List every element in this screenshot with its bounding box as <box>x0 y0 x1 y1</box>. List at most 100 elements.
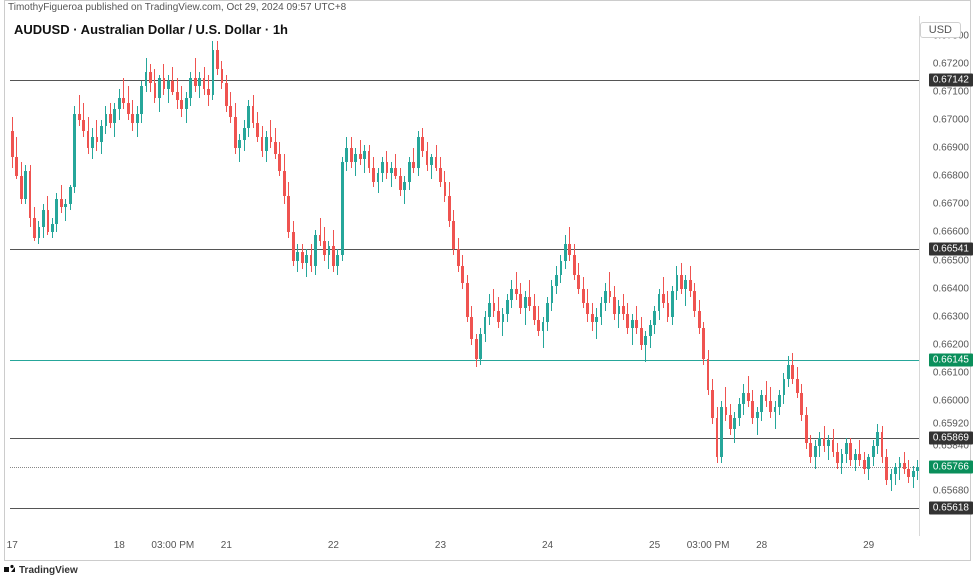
candle-body <box>707 359 710 390</box>
candle-body <box>154 83 157 97</box>
candle-body <box>256 123 259 137</box>
candle-body <box>194 78 197 86</box>
candle-body <box>180 100 183 108</box>
candle-body <box>100 126 103 143</box>
symbol-header: AUDUSD · Australian Dollar / U.S. Dollar… <box>14 22 288 37</box>
candle-body <box>319 235 322 241</box>
currency-badge[interactable]: USD <box>920 22 961 38</box>
candle-body <box>198 78 201 86</box>
candle-body <box>800 393 803 415</box>
candle-body <box>29 171 32 219</box>
candle-body <box>738 404 741 418</box>
candle-body <box>577 275 580 289</box>
candle-body <box>836 452 839 463</box>
candle-body <box>698 311 701 328</box>
candle-body <box>885 457 888 479</box>
candle-body <box>113 109 116 123</box>
x-tick: 17 <box>7 540 18 551</box>
candle-body <box>765 395 768 401</box>
candle-body <box>243 128 246 139</box>
candle-body <box>394 168 397 176</box>
candle-body <box>283 171 286 196</box>
tradingview-logo-icon <box>4 563 16 578</box>
candle-body <box>787 365 790 379</box>
chart-container: AUDUSD · Australian Dollar / U.S. Dollar… <box>0 16 975 562</box>
price-level-label: 0.66145 <box>929 354 973 367</box>
candle-body <box>725 407 728 415</box>
candle-body <box>149 72 152 83</box>
candle-body <box>890 474 893 480</box>
candle-body <box>805 415 808 443</box>
candle-body <box>524 297 527 308</box>
candle-body <box>573 255 576 275</box>
candle-body <box>221 69 224 83</box>
candle-body <box>689 280 692 291</box>
candle-wick <box>618 300 619 328</box>
candle-body <box>372 168 375 182</box>
candle-body <box>381 162 384 173</box>
price-level-label: 0.67142 <box>929 74 973 87</box>
candle-body <box>899 463 902 467</box>
price-level-label: 0.66541 <box>929 243 973 256</box>
candle-body <box>595 317 598 323</box>
candle-body <box>484 317 487 334</box>
candle-body <box>551 286 554 303</box>
candle-body <box>11 131 14 156</box>
candle-body <box>528 297 531 305</box>
candle-body <box>426 151 429 165</box>
candle-body <box>667 303 670 317</box>
candle-wick <box>645 331 646 362</box>
candle-body <box>912 471 915 477</box>
x-axis[interactable]: 171803:00 PM212223242503:00 PM2829 <box>10 536 920 556</box>
y-tick: 0.66500 <box>933 255 969 266</box>
candle-body <box>363 151 366 159</box>
candle-body <box>171 81 174 92</box>
y-tick: 0.66700 <box>933 199 969 210</box>
candle-body <box>564 244 567 261</box>
candle-wick <box>270 120 271 148</box>
candle-body <box>858 454 861 460</box>
candle-wick <box>96 120 97 151</box>
candle-wick <box>766 381 767 406</box>
candle-body <box>176 92 179 100</box>
candle-body <box>546 303 549 323</box>
candle-body <box>145 72 148 86</box>
candle-body <box>457 249 460 266</box>
candle-body <box>64 204 67 207</box>
candle-body <box>653 311 656 325</box>
candle-body <box>488 303 491 317</box>
candle-wick <box>360 140 361 165</box>
candle-body <box>497 311 500 322</box>
candle-body <box>809 443 812 457</box>
candle-wick <box>828 435 829 460</box>
price-level-label: 0.65766 <box>929 460 973 473</box>
candle-body <box>729 415 732 429</box>
y-axis[interactable]: 0.673000.672000.671000.670000.669000.668… <box>920 16 975 536</box>
candle-body <box>229 106 232 117</box>
candle-body <box>769 401 772 412</box>
candle-wick <box>529 280 530 311</box>
candle-body <box>136 114 139 122</box>
price-level-line <box>10 249 919 250</box>
price-plot[interactable] <box>10 16 920 536</box>
candle-body <box>916 467 919 471</box>
candle-body <box>814 446 817 457</box>
candle-body <box>849 443 852 460</box>
candle-body <box>435 157 438 168</box>
x-tick: 29 <box>863 540 874 551</box>
candle-wick <box>913 466 914 488</box>
candle-body <box>506 300 509 314</box>
candle-wick <box>413 148 414 173</box>
candle-wick <box>632 314 633 345</box>
candle-body <box>247 106 250 128</box>
candle-wick <box>195 58 196 92</box>
candle-body <box>430 157 433 165</box>
candle-body <box>408 162 411 182</box>
y-tick: 0.66400 <box>933 283 969 294</box>
candle-body <box>109 114 112 122</box>
candle-body <box>417 137 420 168</box>
candle-body <box>332 246 335 266</box>
x-tick: 18 <box>114 540 125 551</box>
x-tick: 22 <box>328 540 339 551</box>
candle-body <box>778 395 781 406</box>
